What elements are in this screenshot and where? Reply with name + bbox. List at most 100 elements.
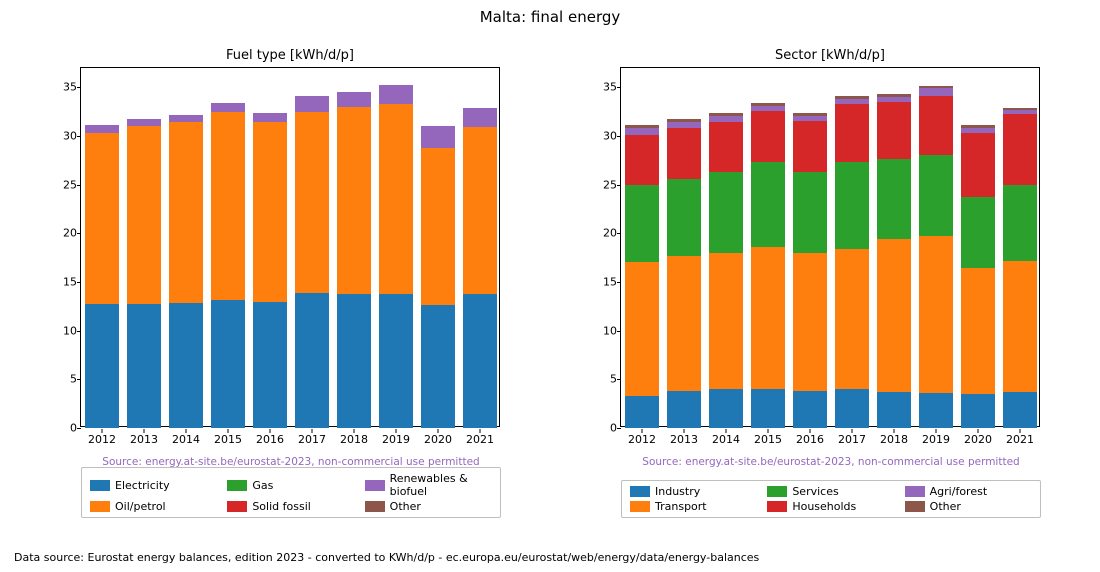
legend-item: Households bbox=[767, 500, 894, 513]
legend-swatch bbox=[630, 501, 650, 512]
bar-segment bbox=[295, 96, 329, 112]
bar-segment bbox=[751, 106, 785, 111]
x-tick-label: 2020 bbox=[424, 433, 452, 446]
bar-segment bbox=[667, 179, 701, 256]
bar-segment bbox=[169, 122, 203, 303]
left-y-axis: 05101520253035 bbox=[43, 68, 77, 428]
legend-swatch bbox=[767, 486, 787, 497]
bar-segment bbox=[709, 172, 743, 253]
bar-segment bbox=[961, 197, 995, 268]
y-tick-label: 10 bbox=[43, 324, 77, 337]
legend-label: Other bbox=[930, 500, 961, 513]
legend-swatch bbox=[90, 480, 110, 491]
bar-segment bbox=[1003, 261, 1037, 392]
legend-item: Gas bbox=[227, 472, 354, 498]
legend-label: Agri/forest bbox=[930, 485, 988, 498]
right-plot-area: 05101520253035 2012201320142015201620172… bbox=[620, 67, 1040, 427]
bar-segment bbox=[667, 128, 701, 179]
legend-item: Transport bbox=[630, 500, 757, 513]
bar-segment bbox=[919, 86, 953, 89]
bar-segment bbox=[835, 389, 869, 428]
bar-segment bbox=[625, 262, 659, 396]
y-tick-label: 30 bbox=[43, 130, 77, 143]
y-tick-label: 0 bbox=[43, 422, 77, 435]
legend-label: Households bbox=[792, 500, 856, 513]
bar-segment bbox=[625, 135, 659, 185]
legend-item: Other bbox=[365, 500, 492, 513]
left-legend: ElectricityGasRenewables & biofuelOil/pe… bbox=[81, 467, 501, 518]
bar-segment bbox=[463, 127, 497, 293]
legend-swatch bbox=[90, 501, 110, 512]
bar-segment bbox=[421, 305, 455, 428]
bar-segment bbox=[379, 294, 413, 428]
bar-segment bbox=[919, 393, 953, 428]
legend-item: Industry bbox=[630, 485, 757, 498]
bar-segment bbox=[169, 303, 203, 428]
bar-segment bbox=[793, 116, 827, 121]
bar-segment bbox=[877, 392, 911, 428]
bar-segment bbox=[379, 104, 413, 294]
bar-segment bbox=[793, 121, 827, 173]
bar-segment bbox=[835, 249, 869, 389]
bar-segment bbox=[625, 185, 659, 262]
bar-segment bbox=[337, 294, 371, 428]
legend-swatch bbox=[227, 480, 247, 491]
y-tick-label: 5 bbox=[43, 373, 77, 386]
bar-segment bbox=[253, 122, 287, 303]
legend-swatch bbox=[365, 501, 385, 512]
y-tick-label: 20 bbox=[583, 227, 617, 240]
legend-label: Transport bbox=[655, 500, 707, 513]
bar-segment bbox=[1003, 110, 1037, 114]
bar-segment bbox=[1003, 108, 1037, 110]
bar-segment bbox=[337, 92, 371, 107]
bar-segment bbox=[1003, 185, 1037, 261]
x-tick-label: 2012 bbox=[88, 433, 116, 446]
left-panel: Fuel type [kWh/d/p] 05101520253035 20122… bbox=[80, 48, 500, 427]
x-tick-label: 2012 bbox=[628, 433, 656, 446]
bar-segment bbox=[667, 122, 701, 129]
bar-segment bbox=[85, 133, 119, 304]
x-tick-label: 2021 bbox=[1006, 433, 1034, 446]
suptitle: Malta: final energy bbox=[0, 8, 1100, 26]
y-tick-label: 10 bbox=[583, 324, 617, 337]
bar-segment bbox=[751, 103, 785, 106]
y-tick-label: 15 bbox=[583, 276, 617, 289]
bar-segment bbox=[127, 304, 161, 428]
x-tick-label: 2016 bbox=[796, 433, 824, 446]
bar-segment bbox=[919, 236, 953, 393]
legend-item: Agri/forest bbox=[905, 485, 1032, 498]
bar-segment bbox=[1003, 114, 1037, 185]
x-tick-label: 2018 bbox=[340, 433, 368, 446]
bar-segment bbox=[793, 113, 827, 116]
right-panel-title: Sector [kWh/d/p] bbox=[620, 48, 1040, 63]
bar-segment bbox=[793, 391, 827, 428]
bar-segment bbox=[85, 304, 119, 428]
bar-segment bbox=[463, 294, 497, 428]
bar-segment bbox=[211, 300, 245, 428]
x-tick-label: 2017 bbox=[838, 433, 866, 446]
bar-segment bbox=[667, 256, 701, 391]
left-plot-area: 05101520253035 2012201320142015201620172… bbox=[80, 67, 500, 427]
legend-swatch bbox=[767, 501, 787, 512]
bar-segment bbox=[421, 126, 455, 147]
legend-item: Renewables & biofuel bbox=[365, 472, 492, 498]
y-tick-label: 5 bbox=[583, 373, 617, 386]
right-x-axis: 2012201320142015201620172018201920202021 bbox=[621, 430, 1041, 450]
legend-label: Oil/petrol bbox=[115, 500, 166, 513]
bar-segment bbox=[751, 162, 785, 247]
x-tick-label: 2014 bbox=[172, 433, 200, 446]
bar-segment bbox=[295, 112, 329, 293]
bar-segment bbox=[379, 85, 413, 104]
legend-swatch bbox=[905, 486, 925, 497]
bar-segment bbox=[919, 155, 953, 237]
x-tick-label: 2015 bbox=[754, 433, 782, 446]
bar-segment bbox=[709, 389, 743, 428]
legend-label: Solid fossil bbox=[252, 500, 310, 513]
bar-segment bbox=[253, 113, 287, 122]
x-tick-label: 2019 bbox=[382, 433, 410, 446]
x-tick-label: 2017 bbox=[298, 433, 326, 446]
y-tick-label: 35 bbox=[583, 81, 617, 94]
x-tick-label: 2020 bbox=[964, 433, 992, 446]
legend-label: Gas bbox=[252, 479, 273, 492]
y-tick-label: 35 bbox=[43, 81, 77, 94]
